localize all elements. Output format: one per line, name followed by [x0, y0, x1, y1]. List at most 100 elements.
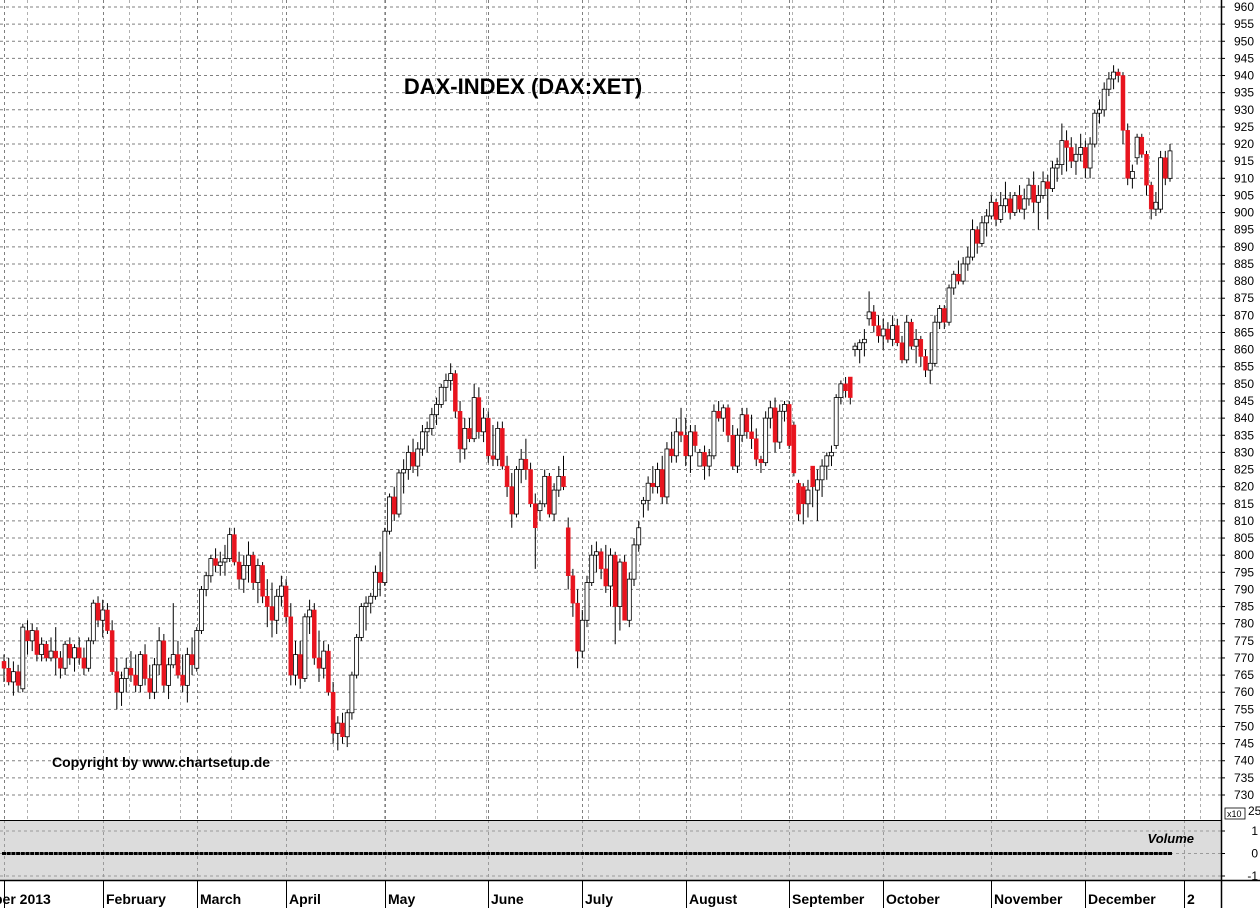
candle [283, 579, 289, 624]
candle [53, 627, 58, 676]
volume-bar [1012, 852, 1017, 855]
volume-bar [364, 852, 369, 855]
volume-bar [1003, 852, 1008, 855]
candle-body [617, 561, 623, 607]
volume-bar [1088, 852, 1093, 855]
y-tick-label: 795 [1234, 565, 1254, 579]
candle [565, 517, 571, 590]
candle [142, 644, 148, 686]
candle-body [420, 431, 425, 450]
volume-bar [928, 852, 933, 855]
y-tick-label: 755 [1234, 702, 1254, 716]
volume-bar [561, 852, 566, 855]
y-tick-label: 815 [1234, 497, 1254, 511]
y-tick-label: 825 [1234, 463, 1254, 477]
candle [824, 452, 830, 480]
candle-body [951, 273, 957, 289]
candle-body [993, 202, 999, 220]
volume-bar [378, 852, 383, 855]
candle [100, 599, 106, 638]
candle [1035, 185, 1041, 230]
volume-bar [815, 852, 820, 855]
volume-bar [255, 852, 260, 855]
candle-body [34, 630, 40, 655]
candle-body [880, 328, 886, 337]
volume-bar [147, 852, 152, 855]
candle-body [81, 657, 87, 669]
candle-body [838, 383, 844, 398]
candle [137, 651, 143, 693]
volume-bar [34, 852, 39, 855]
candle-body [749, 431, 754, 439]
candle [133, 654, 138, 693]
candle [486, 411, 491, 463]
y-tick-label: 900 [1234, 206, 1254, 220]
candle [344, 709, 350, 748]
candle-body [443, 380, 449, 388]
y-tick-label: 865 [1234, 325, 1254, 339]
candle-body [495, 428, 501, 460]
volume-grid-lines [0, 820, 1221, 880]
y-tick-label-partial: 25 [1248, 804, 1260, 818]
volume-bar [956, 852, 961, 855]
candle [147, 664, 152, 700]
candle [801, 483, 806, 525]
volume-bar [1036, 852, 1041, 855]
candle [1026, 178, 1032, 206]
candle [415, 442, 421, 477]
candle [655, 462, 660, 494]
candle [368, 592, 374, 614]
candle-body [227, 534, 233, 559]
candle [669, 431, 674, 463]
candle-body [537, 503, 543, 512]
candle [598, 548, 604, 580]
candle [457, 401, 463, 463]
volume-bar [834, 852, 839, 855]
candle [246, 541, 251, 583]
volume-bar [481, 852, 486, 855]
candle [937, 305, 943, 330]
candle [429, 407, 435, 436]
volume-bar [989, 852, 994, 855]
y-tick-label: 830 [1234, 445, 1254, 459]
candle [203, 572, 209, 597]
candle [584, 575, 590, 628]
candle-body [471, 397, 477, 440]
candle-body [166, 664, 171, 686]
x-tick-label: November [994, 891, 1063, 907]
candle-body [137, 654, 143, 686]
volume-bar [787, 852, 792, 855]
y-tick-label: 840 [1234, 411, 1254, 425]
candle-body [53, 650, 58, 659]
candle [899, 335, 905, 364]
candle [1, 654, 7, 682]
candle [810, 465, 815, 508]
volume-bar [354, 852, 359, 855]
x-tick-label: September [792, 891, 865, 907]
y-tick-label: 890 [1234, 240, 1254, 254]
candle-body [241, 565, 247, 580]
candle [1158, 150, 1163, 213]
volume-bar [2, 852, 6, 855]
candle [401, 459, 407, 494]
candle-body [965, 256, 971, 265]
candle-body [316, 657, 322, 669]
y-tick-label: 855 [1234, 360, 1254, 374]
candle [166, 657, 171, 700]
volume-bar [641, 852, 646, 855]
y-tick-label: 845 [1234, 394, 1254, 408]
volume-bar [509, 852, 514, 855]
candle [716, 401, 721, 422]
candle-body [72, 647, 77, 659]
candle-body [871, 311, 877, 326]
candle-body [974, 229, 980, 244]
candle-body [1158, 157, 1163, 210]
volume-bar [829, 852, 834, 855]
candle [871, 305, 877, 333]
candle [20, 623, 26, 693]
candle-body [255, 565, 261, 583]
candle [227, 527, 233, 563]
volume-bar [260, 852, 265, 855]
candle-body [476, 397, 482, 433]
candle-body [852, 345, 858, 351]
